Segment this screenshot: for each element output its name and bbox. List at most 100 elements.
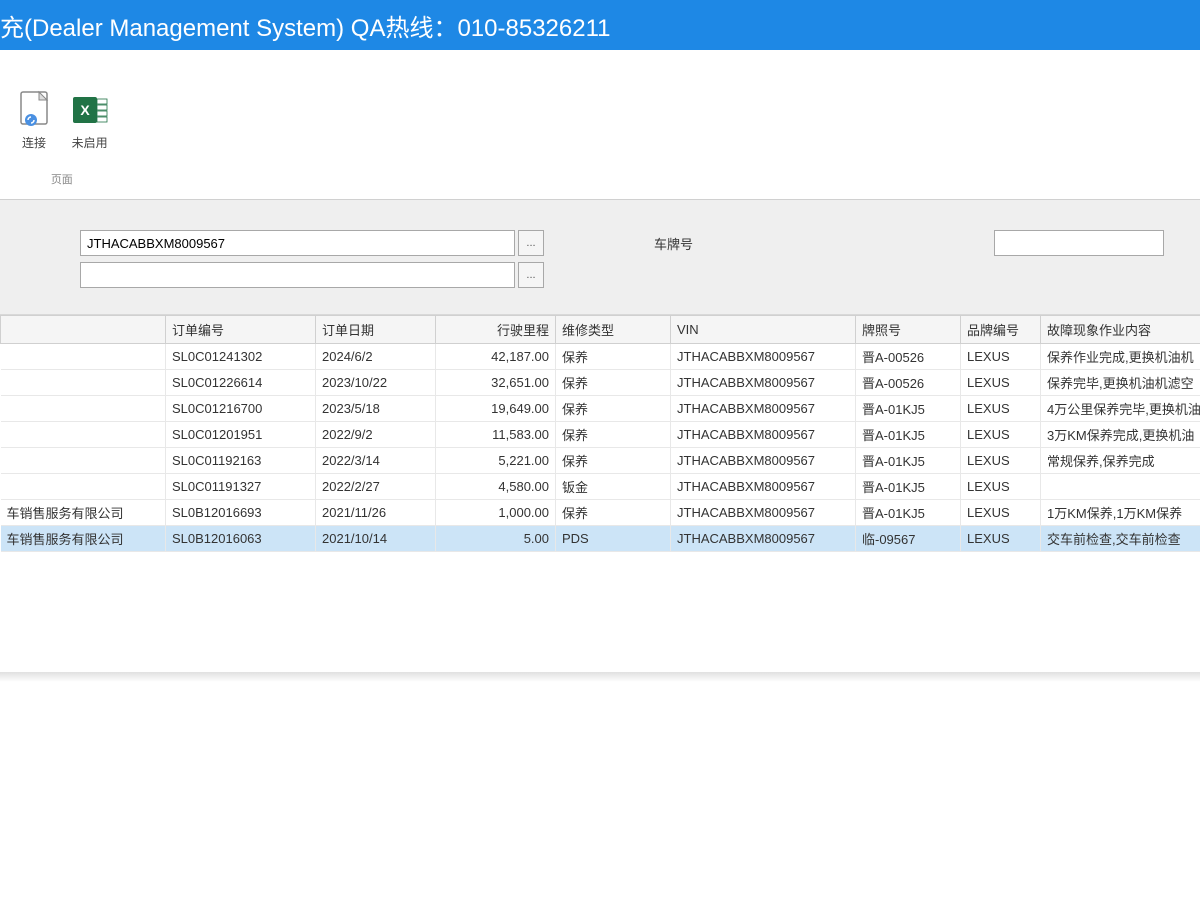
cell-vin: JTHACABBXM8009567 — [671, 344, 856, 370]
cell-mileage: 11,583.00 — [436, 422, 556, 448]
ribbon-group-page: 连接 X 未启用 页面 — [0, 85, 124, 187]
cell-mileage: 4,580.00 — [436, 474, 556, 500]
table-row[interactable]: SL0C011913272022/2/274,580.00钣金JTHACABBX… — [1, 474, 1200, 500]
cell-maint_type: 保养 — [556, 344, 671, 370]
cell-dealer: 车销售服务有限公司 — [1, 526, 166, 552]
cell-order_no: SL0B12016693 — [166, 500, 316, 526]
col-order-date[interactable]: 订单日期 — [316, 316, 436, 344]
cell-desc — [1041, 474, 1200, 500]
vin-lookup-button[interactable]: ... — [518, 230, 544, 256]
table-row[interactable]: SL0C012266142023/10/2232,651.00保养JTHACAB… — [1, 370, 1200, 396]
table-row[interactable]: SL0C012167002023/5/1819,649.00保养JTHACABB… — [1, 396, 1200, 422]
link-icon — [14, 87, 54, 132]
cell-maint_type: 保养 — [556, 370, 671, 396]
col-plate[interactable]: 牌照号 — [856, 316, 961, 344]
cell-vin: JTHACABBXM8009567 — [671, 526, 856, 552]
cell-brand: LEXUS — [961, 344, 1041, 370]
filter-row-1: ... 车牌号 — [0, 230, 1200, 256]
cell-desc: 交车前检查,交车前检查 — [1041, 526, 1200, 552]
cell-order_date: 2024/6/2 — [316, 344, 436, 370]
cell-mileage: 1,000.00 — [436, 500, 556, 526]
link-button[interactable]: 连接 — [8, 85, 60, 153]
cell-vin: JTHACABBXM8009567 — [671, 448, 856, 474]
table-container: 订单编号 订单日期 行驶里程 维修类型 VIN 牌照号 品牌编号 故障现象作业内… — [0, 315, 1200, 552]
plate-input[interactable] — [994, 230, 1164, 256]
cell-desc: 4万公里保养完毕,更换机油 — [1041, 396, 1200, 422]
cell-maint_type: 钣金 — [556, 474, 671, 500]
cell-order_date: 2022/2/27 — [316, 474, 436, 500]
cell-plate: 晋A-01KJ5 — [856, 448, 961, 474]
cell-plate: 晋A-01KJ5 — [856, 396, 961, 422]
cell-plate: 晋A-00526 — [856, 370, 961, 396]
cell-order_date: 2023/10/22 — [316, 370, 436, 396]
table-row[interactable]: 车销售服务有限公司SL0B120160632021/10/145.00PDSJT… — [1, 526, 1200, 552]
cell-maint_type: PDS — [556, 526, 671, 552]
col-desc[interactable]: 故障现象作业内容 — [1041, 316, 1200, 344]
cell-plate: 晋A-01KJ5 — [856, 500, 961, 526]
cell-order_no: SL0C01201951 — [166, 422, 316, 448]
second-lookup-button[interactable]: ... — [518, 262, 544, 288]
table-row[interactable]: SL0C012019512022/9/211,583.00保养JTHACABBX… — [1, 422, 1200, 448]
col-vin[interactable]: VIN — [671, 316, 856, 344]
cell-vin: JTHACABBXM8009567 — [671, 500, 856, 526]
cell-maint_type: 保养 — [556, 500, 671, 526]
cell-plate: 临-09567 — [856, 526, 961, 552]
cell-plate: 晋A-01KJ5 — [856, 474, 961, 500]
cell-mileage: 42,187.00 — [436, 344, 556, 370]
cell-mileage: 32,651.00 — [436, 370, 556, 396]
app-title: 充(Dealer Management System) QA热线：010-853… — [0, 8, 611, 43]
cell-order_no: SL0C01191327 — [166, 474, 316, 500]
cell-brand: LEXUS — [961, 500, 1041, 526]
cell-mileage: 19,649.00 — [436, 396, 556, 422]
col-dealer[interactable] — [1, 316, 166, 344]
cell-dealer — [1, 448, 166, 474]
excel-icon: X — [70, 87, 110, 132]
cell-dealer — [1, 474, 166, 500]
cell-vin: JTHACABBXM8009567 — [671, 422, 856, 448]
cell-maint_type: 保养 — [556, 448, 671, 474]
cell-vin: JTHACABBXM8009567 — [671, 396, 856, 422]
cell-maint_type: 保养 — [556, 396, 671, 422]
plate-label: 车牌号 — [654, 234, 714, 253]
cell-desc: 保养完毕,更换机油机滤空 — [1041, 370, 1200, 396]
cell-order_no: SL0B12016063 — [166, 526, 316, 552]
cell-brand: LEXUS — [961, 422, 1041, 448]
table-row[interactable]: SL0C012413022024/6/242,187.00保养JTHACABBX… — [1, 344, 1200, 370]
table-row[interactable]: 车销售服务有限公司SL0B120166932021/11/261,000.00保… — [1, 500, 1200, 526]
cell-desc: 常规保养,保养完成 — [1041, 448, 1200, 474]
ribbon: 连接 X 未启用 页面 — [0, 50, 1200, 200]
cell-order_no: SL0C01192163 — [166, 448, 316, 474]
filter-row-2: ... — [0, 262, 1200, 288]
col-order-no[interactable]: 订单编号 — [166, 316, 316, 344]
vin-input[interactable] — [80, 230, 515, 256]
excel-button[interactable]: X 未启用 — [64, 85, 116, 153]
cell-dealer — [1, 396, 166, 422]
col-maint-type[interactable]: 维修类型 — [556, 316, 671, 344]
second-input[interactable] — [80, 262, 515, 288]
cell-mileage: 5.00 — [436, 526, 556, 552]
results-table: 订单编号 订单日期 行驶里程 维修类型 VIN 牌照号 品牌编号 故障现象作业内… — [0, 315, 1200, 552]
cell-order_date: 2021/10/14 — [316, 526, 436, 552]
cell-dealer — [1, 422, 166, 448]
cell-desc: 1万KM保养,1万KM保养 — [1041, 500, 1200, 526]
cell-dealer — [1, 344, 166, 370]
cell-brand: LEXUS — [961, 370, 1041, 396]
cell-plate: 晋A-00526 — [856, 344, 961, 370]
cell-plate: 晋A-01KJ5 — [856, 422, 961, 448]
shadow — [0, 672, 1200, 682]
svg-text:X: X — [80, 102, 90, 118]
cell-mileage: 5,221.00 — [436, 448, 556, 474]
cell-brand: LEXUS — [961, 396, 1041, 422]
cell-order_date: 2023/5/18 — [316, 396, 436, 422]
cell-vin: JTHACABBXM8009567 — [671, 474, 856, 500]
cell-order_date: 2021/11/26 — [316, 500, 436, 526]
cell-brand: LEXUS — [961, 526, 1041, 552]
filter-area: ... 车牌号 ... — [0, 200, 1200, 315]
cell-order_no: SL0C01241302 — [166, 344, 316, 370]
cell-dealer: 车销售服务有限公司 — [1, 500, 166, 526]
cell-desc: 保养作业完成,更换机油机 — [1041, 344, 1200, 370]
table-row[interactable]: SL0C011921632022/3/145,221.00保养JTHACABBX… — [1, 448, 1200, 474]
link-label: 连接 — [14, 134, 54, 151]
col-mileage[interactable]: 行驶里程 — [436, 316, 556, 344]
col-brand[interactable]: 品牌编号 — [961, 316, 1041, 344]
